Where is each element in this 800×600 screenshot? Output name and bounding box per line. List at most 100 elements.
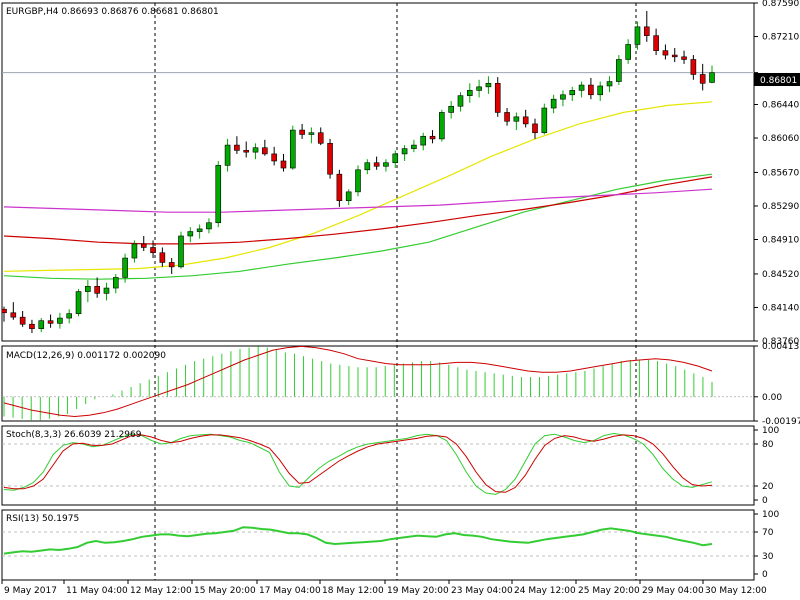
candle [336, 173, 343, 201]
candle [262, 147, 268, 155]
candle [327, 143, 333, 175]
candle [308, 132, 315, 135]
candle [364, 162, 371, 171]
candle [494, 83, 501, 113]
candle [569, 90, 576, 96]
candle [588, 84, 594, 96]
candle [206, 222, 212, 230]
candle [411, 144, 417, 149]
stoch-title: Stoch(8,3,3) 26.6039 21.2969 [6, 430, 142, 440]
price-tick-label: 0.85670 [762, 168, 799, 178]
candle [532, 123, 538, 134]
time-tick-label: 19 May 20:00 [387, 586, 449, 596]
candle [243, 150, 250, 153]
candle [709, 72, 715, 83]
candle [578, 84, 585, 91]
candle [662, 50, 669, 56]
stoch-tick-label: 100 [762, 426, 779, 436]
macd-plot [2, 346, 754, 421]
price-tick-label: 0.84520 [762, 270, 799, 280]
candle [159, 252, 166, 263]
candle [10, 312, 17, 318]
time-tick-label: 18 May 12:00 [322, 586, 384, 596]
candle [187, 231, 194, 237]
candle [485, 83, 492, 88]
candle [383, 162, 389, 167]
candle [299, 129, 305, 135]
rsi-tick-label: 70 [762, 528, 774, 538]
macd-pane[interactable] [1, 345, 755, 422]
candle [66, 313, 73, 319]
candle [103, 287, 110, 294]
rsi-plot [2, 526, 754, 557]
price-pane[interactable] [1, 2, 755, 342]
candle [429, 135, 436, 140]
rsi-line [3, 526, 713, 555]
candle [19, 316, 26, 325]
time-tick-label: 11 May 04:00 [66, 586, 128, 596]
candle [392, 153, 399, 164]
price-title: EURGBP,H4 0.86693 0.86876 0.86681 0.8680… [6, 7, 219, 17]
candle [215, 165, 222, 224]
time-tick-label: 15 May 20:00 [194, 586, 256, 596]
price-tick-label: 0.87210 [762, 33, 799, 43]
price-tick-label: 0.84140 [762, 303, 799, 313]
candle [476, 86, 482, 91]
candle [85, 285, 91, 292]
candle [131, 243, 138, 259]
time-tick-label: 24 May 12:00 [514, 586, 576, 596]
candle [653, 35, 659, 51]
stoch-pane[interactable] [1, 425, 755, 506]
price-tick-label: 0.87590 [762, 0, 799, 9]
candle [643, 26, 650, 36]
price-tick-label: 0.83760 [762, 337, 799, 347]
candle [122, 257, 128, 278]
candle [504, 112, 510, 122]
candle [522, 116, 529, 125]
candle [420, 135, 427, 146]
candle [345, 191, 352, 201]
rsi-tick-label: 0 [762, 570, 768, 580]
rsi-tick-label: 30 [762, 552, 774, 562]
time-tick-label: 9 May 2017 [4, 586, 57, 596]
macd-tick-label: 0.00413 [762, 342, 799, 352]
candle [280, 160, 287, 169]
candle [75, 291, 82, 314]
candle [224, 144, 231, 166]
macd-tick-label: -0.001972 [762, 417, 800, 427]
rsi-title: RSI(13) 50.1975 [6, 514, 79, 524]
current-price-box [754, 73, 800, 86]
price-plot [2, 10, 754, 334]
price-tick-label: 0.85290 [762, 202, 799, 212]
current-price-label: 0.86801 [760, 76, 797, 86]
candle [150, 247, 156, 254]
candle [597, 85, 604, 96]
moving-average-line [3, 188, 713, 213]
candle [47, 320, 54, 324]
candle [671, 54, 678, 58]
candle [178, 235, 184, 268]
stoch-tick-label: 80 [762, 440, 774, 450]
time-tick-label: 17 May 04:00 [259, 586, 321, 596]
candle [513, 116, 520, 122]
moving-average-line [3, 173, 713, 280]
price-tick-label: 0.84910 [762, 236, 799, 246]
rsi-tick-label: 100 [762, 510, 779, 520]
candle [355, 169, 361, 193]
candle [616, 59, 622, 82]
stoch-main-line [3, 432, 713, 495]
rsi-pane[interactable] [1, 509, 755, 581]
candle [457, 95, 464, 107]
time-tick-label: 30 May 12:00 [705, 586, 767, 596]
candle [234, 144, 240, 151]
stoch-tick-label: 0 [762, 496, 768, 506]
candle [140, 243, 147, 248]
period-separators [154, 3, 637, 580]
candle [196, 228, 203, 232]
time-tick-label: 25 May 20:00 [578, 586, 640, 596]
candle [271, 153, 277, 162]
candle [448, 105, 454, 113]
stoch-signal-line [3, 434, 713, 493]
